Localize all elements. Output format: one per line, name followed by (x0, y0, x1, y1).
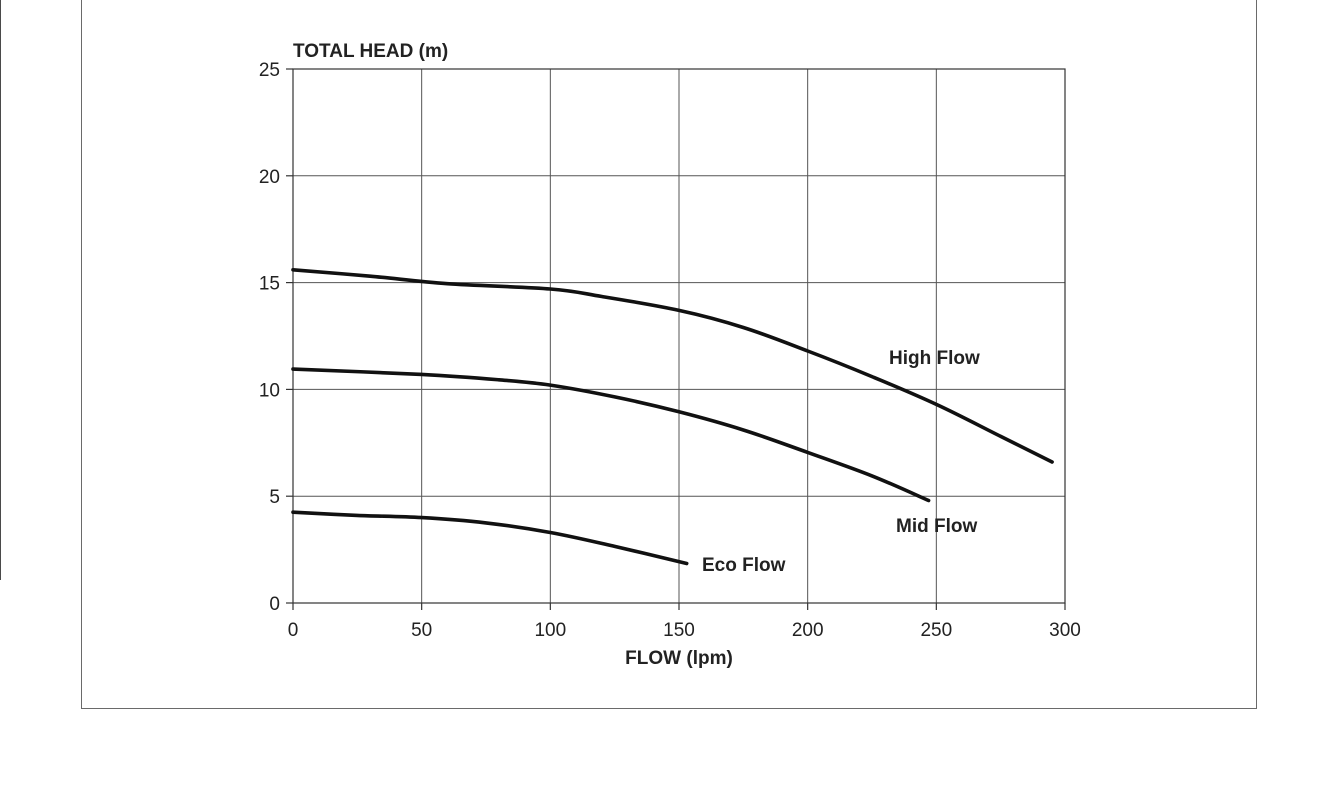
figure-frame (81, 0, 1257, 709)
x-axis-title: FLOW (lpm) (625, 648, 733, 669)
x-tick-label-250: 250 (920, 620, 952, 641)
series-line-mid-flow (291, 367, 931, 503)
y-tick-label-0: 0 (269, 594, 280, 615)
x-tick-label-200: 200 (792, 620, 824, 641)
y-tick-label-5: 5 (269, 487, 280, 508)
y-tick-label-20: 20 (259, 167, 280, 188)
series-label-eco-flow: Eco Flow (702, 555, 786, 576)
y-axis-title: TOTAL HEAD (m) (293, 41, 448, 62)
series-label-high-flow: High Flow (889, 348, 980, 369)
y-tick-label-15: 15 (259, 274, 280, 295)
series-lines (291, 268, 1054, 566)
page-edge-line (0, 0, 1, 580)
y-tick-label-25: 25 (259, 60, 280, 81)
x-tick-label-50: 50 (411, 620, 432, 641)
x-tick-label-300: 300 (1049, 620, 1081, 641)
y-tick-label-10: 10 (259, 380, 280, 401)
axes: 0 50 100 150 200 250 300 0 5 10 15 20 25 (259, 60, 1081, 641)
series-line-high-flow (291, 268, 1054, 464)
x-tick-label-100: 100 (534, 620, 566, 641)
series-line-eco-flow (291, 510, 689, 566)
series-label-mid-flow: Mid Flow (896, 516, 977, 537)
x-tick-label-150: 150 (663, 620, 695, 641)
x-tick-label-0: 0 (288, 620, 299, 641)
